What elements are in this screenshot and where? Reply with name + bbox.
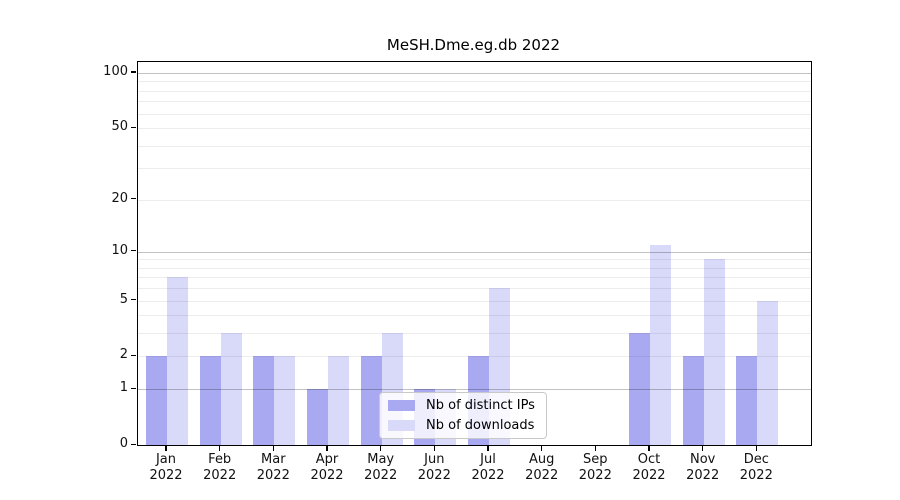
minor-gridline <box>138 145 811 147</box>
y-tick-label: 2 <box>119 347 128 363</box>
y-tick-label: 50 <box>111 119 128 134</box>
bar-mar-downloads <box>274 356 296 445</box>
bar-dec-ips <box>736 356 758 445</box>
legend-swatch <box>388 400 415 411</box>
x-tick-label: Mar 2022 <box>256 452 290 483</box>
chart-title: MeSH.Dme.eg.db 2022 <box>386 36 561 54</box>
legend-item: Nb of downloads <box>380 418 546 433</box>
x-tick-mark <box>326 445 328 451</box>
y-tick-mark <box>131 354 136 357</box>
y-tick-label: 5 <box>119 291 128 307</box>
y-tick-label: 20 <box>111 190 128 206</box>
y-tick-mark <box>131 250 136 252</box>
x-tick-mark <box>165 445 167 451</box>
y-tick-mark <box>131 126 136 128</box>
x-tick-label: Feb 2022 <box>203 452 237 483</box>
bar-dec-downloads <box>757 300 779 445</box>
y-tick-label: 1 <box>119 380 128 396</box>
major-gridline <box>138 199 811 201</box>
minor-gridline <box>138 113 811 115</box>
gridlines-layer <box>138 62 811 445</box>
bar-oct-downloads <box>650 244 671 445</box>
x-tick-mark <box>487 445 489 451</box>
x-tick-label: Apr 2022 <box>310 452 344 483</box>
y-tick-mark <box>131 299 136 301</box>
bar-feb-downloads <box>220 333 242 445</box>
minor-gridline <box>138 315 811 317</box>
minor-gridline <box>138 288 811 290</box>
y-tick-label: 10 <box>111 242 128 258</box>
bar-nov-ips <box>682 356 704 445</box>
major-gridline <box>138 356 811 358</box>
y-tick-mark <box>131 71 136 73</box>
bar-mar-ips <box>253 356 275 445</box>
x-tick-label: Jul 2022 <box>471 452 505 483</box>
x-tick-label: Oct 2022 <box>632 452 666 483</box>
plot-area <box>137 61 812 446</box>
x-tick-mark <box>702 445 704 451</box>
legend-label: Nb of downloads <box>426 418 535 433</box>
bar-apr-downloads <box>328 356 349 445</box>
minor-gridline <box>138 90 811 92</box>
x-tick-mark <box>380 445 382 451</box>
bar-feb-ips <box>199 356 221 445</box>
x-tick-mark <box>219 445 221 451</box>
x-tick-mark <box>272 445 274 451</box>
x-tick-label: May 2022 <box>364 452 398 483</box>
bar-jan-downloads <box>167 277 188 445</box>
minor-gridline <box>138 277 811 279</box>
minor-gridline <box>138 81 811 83</box>
x-tick-label: Aug 2022 <box>525 452 559 483</box>
bar-nov-downloads <box>703 259 725 445</box>
major-gridline <box>138 128 811 129</box>
x-tick-mark <box>433 445 435 451</box>
y-tick-label: 100 <box>103 63 128 79</box>
bar-may-ips <box>360 356 382 445</box>
bar-apr-ips <box>307 389 328 445</box>
minor-gridline <box>138 259 811 261</box>
major-gridline <box>138 300 811 302</box>
y-tick-mark <box>131 443 136 445</box>
bar-oct-ips <box>629 333 650 445</box>
legend-item: Nb of distinct IPs <box>380 398 546 413</box>
legend-swatch <box>388 420 415 431</box>
x-tick-label: Sep 2022 <box>578 452 612 483</box>
bar-jan-ips <box>146 356 167 445</box>
major-gridline <box>138 389 811 391</box>
x-tick-mark <box>594 445 596 451</box>
major-gridline <box>138 251 811 253</box>
major-gridline <box>138 72 811 75</box>
minor-gridline <box>138 168 811 170</box>
x-tick-label: Dec 2022 <box>739 452 773 483</box>
legend-label: Nb of distinct IPs <box>426 398 535 413</box>
x-tick-label: Jan 2022 <box>149 452 183 483</box>
x-tick-mark <box>541 445 543 451</box>
x-tick-mark <box>648 445 650 451</box>
minor-gridline <box>138 333 811 335</box>
minor-gridline <box>138 101 811 103</box>
minor-gridline <box>138 267 811 269</box>
legend: Nb of distinct IPs Nb of downloads <box>379 392 547 439</box>
y-tick-mark <box>131 198 136 200</box>
x-tick-mark <box>755 445 757 451</box>
x-tick-label: Nov 2022 <box>686 452 720 483</box>
y-tick-mark <box>131 387 136 389</box>
y-tick-label: 0 <box>119 436 128 451</box>
x-tick-label: Jun 2022 <box>417 452 451 483</box>
